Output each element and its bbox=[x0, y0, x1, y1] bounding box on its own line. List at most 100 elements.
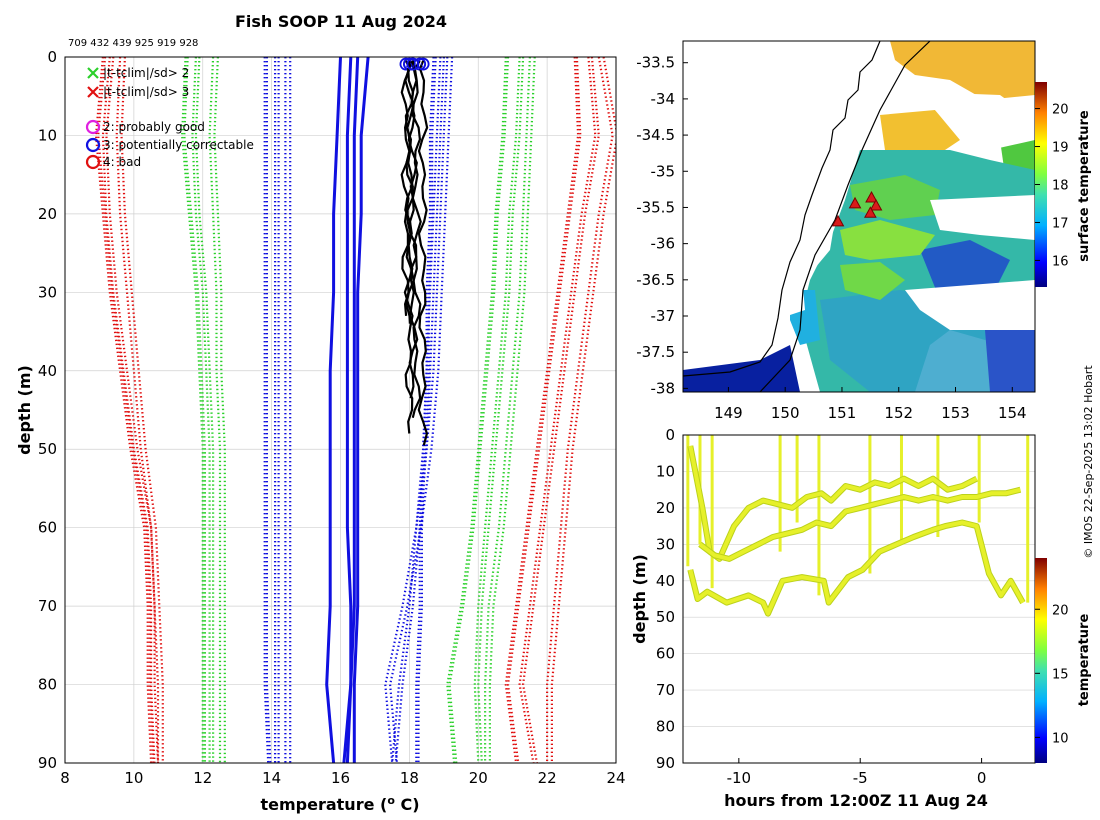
sst-colorbar-tick-label: 18 bbox=[1052, 179, 1069, 194]
climatology-line bbox=[521, 57, 600, 763]
climatology-line bbox=[263, 57, 270, 763]
profile-climatology bbox=[94, 57, 616, 763]
climatology-line bbox=[506, 57, 582, 763]
climatology-line bbox=[180, 57, 204, 763]
coastline bbox=[683, 41, 881, 377]
figure-title: Fish SOOP 11 Aug 2024 bbox=[235, 12, 447, 31]
profile-flag-circle bbox=[406, 57, 420, 71]
sst-colorbar-tick-label: 16 bbox=[1052, 254, 1069, 269]
legend-label: |t-tclim|/sd> 2 bbox=[103, 66, 189, 80]
profile-xtick-label: 12 bbox=[193, 769, 212, 787]
profile-xtick-label: 16 bbox=[331, 769, 350, 787]
sst-colorbar-ticks: 16 17 18 19 20 bbox=[1035, 103, 1069, 269]
map-ticks: 149 150 151 152 153 154 -33.5 -34 -34.5 -35 -35.5 -… bbox=[636, 54, 1026, 422]
map-ytick-label: -34.5 bbox=[636, 126, 675, 144]
timeseries-ytick-label: 30 bbox=[656, 535, 675, 553]
climatology-line bbox=[518, 57, 597, 763]
station-triangle bbox=[865, 191, 878, 203]
sst-colorbar-tick-label: 17 bbox=[1052, 216, 1069, 231]
profile-xtick-label: 24 bbox=[606, 769, 625, 787]
map-ytick-label: -34 bbox=[651, 90, 676, 108]
profile-ytick-label: 20 bbox=[38, 205, 57, 223]
climatology-line bbox=[504, 57, 580, 763]
profile-xlabel: temperature (o C) bbox=[260, 794, 419, 814]
timeseries-xtick-label: 0 bbox=[977, 769, 987, 787]
profile-xtick-label: 22 bbox=[538, 769, 557, 787]
credit-text: © IMOS 22-Sep-2025 13:02 Hobart bbox=[1082, 365, 1095, 559]
profile-ytick-label: 70 bbox=[38, 597, 57, 615]
timeseries-trace bbox=[688, 520, 1025, 616]
legend-x-marker bbox=[87, 86, 99, 98]
isobath-200m bbox=[759, 41, 931, 392]
station-triangle bbox=[864, 206, 877, 218]
legend-x-marker bbox=[87, 67, 99, 79]
climatology-line bbox=[325, 57, 342, 763]
profile-cast-line bbox=[407, 60, 419, 399]
profile-xtick-label: 10 bbox=[124, 769, 143, 787]
profile-ylabel: depth (m) bbox=[15, 365, 34, 455]
profile-gridlines bbox=[64, 56, 617, 764]
map-area bbox=[683, 41, 1035, 392]
station-triangle bbox=[848, 196, 862, 209]
profile-cast-line bbox=[417, 60, 429, 446]
profile-ytick-label: 40 bbox=[38, 362, 57, 380]
climatology-line bbox=[183, 57, 206, 763]
profile-flag-mark: v bbox=[403, 61, 409, 71]
profile-ticks: 8 10 12 14 16 18 20 22 24 0 10 20 30 40 50 60 70 80 90 bbox=[38, 48, 626, 787]
profile-legend: |t-tclim|/sd> 2 |t-tclim|/sd> 3 2: probabl… bbox=[85, 66, 254, 170]
temperature-colorbar-tick-label: 10 bbox=[1052, 731, 1069, 746]
station-triangle bbox=[869, 198, 883, 211]
climatology-line bbox=[191, 57, 211, 763]
map-ytick-label: -36.5 bbox=[636, 271, 675, 289]
map-ytick-label: -35 bbox=[651, 162, 676, 180]
climatology-line bbox=[550, 57, 616, 763]
timeseries-ytick-label: 0 bbox=[665, 426, 675, 444]
climatology-line bbox=[388, 57, 454, 763]
timeseries-ytick-label: 10 bbox=[656, 462, 675, 480]
legend-circle-marker bbox=[85, 137, 101, 153]
timeseries-xtick-label: -5 bbox=[853, 769, 868, 787]
timeseries-ytick-label: 80 bbox=[656, 718, 675, 736]
climatology-line bbox=[208, 57, 222, 763]
climatology-line bbox=[213, 57, 226, 763]
climatology-line bbox=[477, 57, 525, 763]
timeseries-ylabel: depth (m) bbox=[630, 554, 649, 644]
map-xtick-label: 153 bbox=[941, 404, 970, 422]
station-triangle bbox=[831, 214, 845, 227]
sst-green-eddy-c bbox=[840, 262, 905, 300]
timeseries-ytick-label: 90 bbox=[656, 754, 675, 772]
timeseries-trace bbox=[698, 487, 1021, 561]
timeseries-xtick-label: -10 bbox=[727, 769, 752, 787]
climatology-line bbox=[546, 57, 614, 763]
timeseries-trace bbox=[688, 445, 978, 561]
cloud-gap-se bbox=[905, 280, 1035, 330]
profile-ytick-label: 80 bbox=[38, 676, 57, 694]
map-ytick-label: -37 bbox=[651, 307, 676, 325]
profile-casts: vvv vvv bbox=[399, 57, 430, 446]
map-xtick-label: 151 bbox=[828, 404, 857, 422]
legend-label: 3: potentially correctable bbox=[103, 138, 254, 152]
timeseries-ytick-label: 70 bbox=[656, 681, 675, 699]
map-xtick-label: 152 bbox=[884, 404, 913, 422]
legend-circle-marker bbox=[85, 154, 101, 170]
climatology-line bbox=[484, 57, 531, 763]
map-xtick-label: 149 bbox=[714, 404, 743, 422]
profile-xtick-label: 20 bbox=[469, 769, 488, 787]
sst-green-eddy-b bbox=[840, 220, 935, 260]
timeseries-traces bbox=[686, 435, 1030, 617]
climatology-line bbox=[265, 57, 272, 763]
profile-xtick-label: 14 bbox=[262, 769, 281, 787]
climatology-line bbox=[352, 57, 370, 763]
climatology-line bbox=[394, 57, 445, 763]
climatology-line bbox=[342, 57, 353, 763]
profile-ytick-label: 50 bbox=[38, 440, 57, 458]
profile-axes-box bbox=[64, 56, 617, 764]
legend-circle-marker bbox=[85, 119, 101, 135]
temperature-colorbar-ticks: 10 15 20 bbox=[1035, 603, 1069, 746]
climatology-line bbox=[345, 57, 360, 763]
profile-ytick-label: 10 bbox=[38, 126, 57, 144]
map-ytick-label: -33.5 bbox=[636, 54, 675, 72]
profile-xtick-label: 8 bbox=[60, 769, 70, 787]
sst-warm-patch-mid bbox=[880, 110, 960, 160]
